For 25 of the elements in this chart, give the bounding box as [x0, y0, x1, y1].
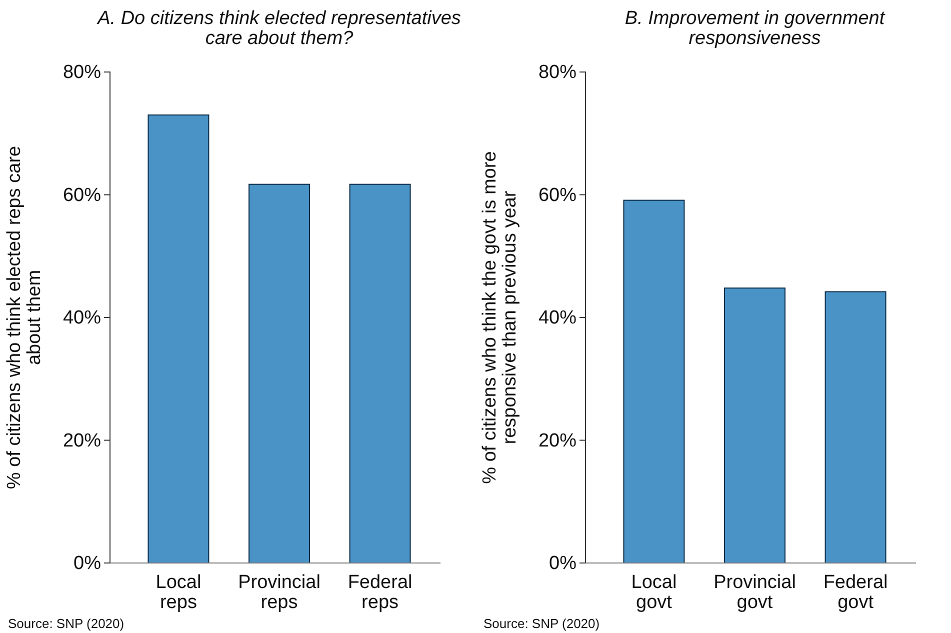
bar [824, 291, 886, 564]
y-axis-title: % of citizens who think the govt is more responsive than previous year [480, 151, 520, 484]
x-tick-label: Local govt [631, 572, 677, 613]
chart-title: B. Improvement in government responsiveness [624, 8, 886, 49]
y-tick-label: 80% [538, 62, 577, 84]
y-tick-label: 20% [62, 430, 102, 452]
source-note: Source: SNP (2020) [484, 616, 600, 631]
y-tick-label: 60% [62, 184, 102, 206]
bar [623, 200, 685, 564]
bar [724, 288, 786, 564]
y-axis-title: % of citizens who think elected reps care about them [4, 146, 45, 490]
y-tick-label: 80% [62, 62, 102, 84]
x-tick-label: Provincial govt [714, 572, 796, 613]
y-tick-label: 60% [538, 184, 577, 206]
x-tick-label: Federal reps [348, 572, 412, 613]
x-tick-label: Federal govt [823, 572, 888, 613]
y-tick-label: 0% [74, 553, 102, 574]
y-tick-label: 0% [549, 553, 577, 574]
y-tick-label: 40% [538, 308, 577, 329]
source-note: Source: SNP (2020) [8, 616, 124, 631]
x-tick-label: Provincial reps [238, 572, 320, 613]
x-tick-label: Local reps [156, 572, 202, 613]
y-tick-label: 40% [62, 308, 102, 329]
y-tick-label: 20% [538, 430, 577, 452]
chart-title: A. Do citizens think elected representatives care about them? [96, 8, 462, 49]
